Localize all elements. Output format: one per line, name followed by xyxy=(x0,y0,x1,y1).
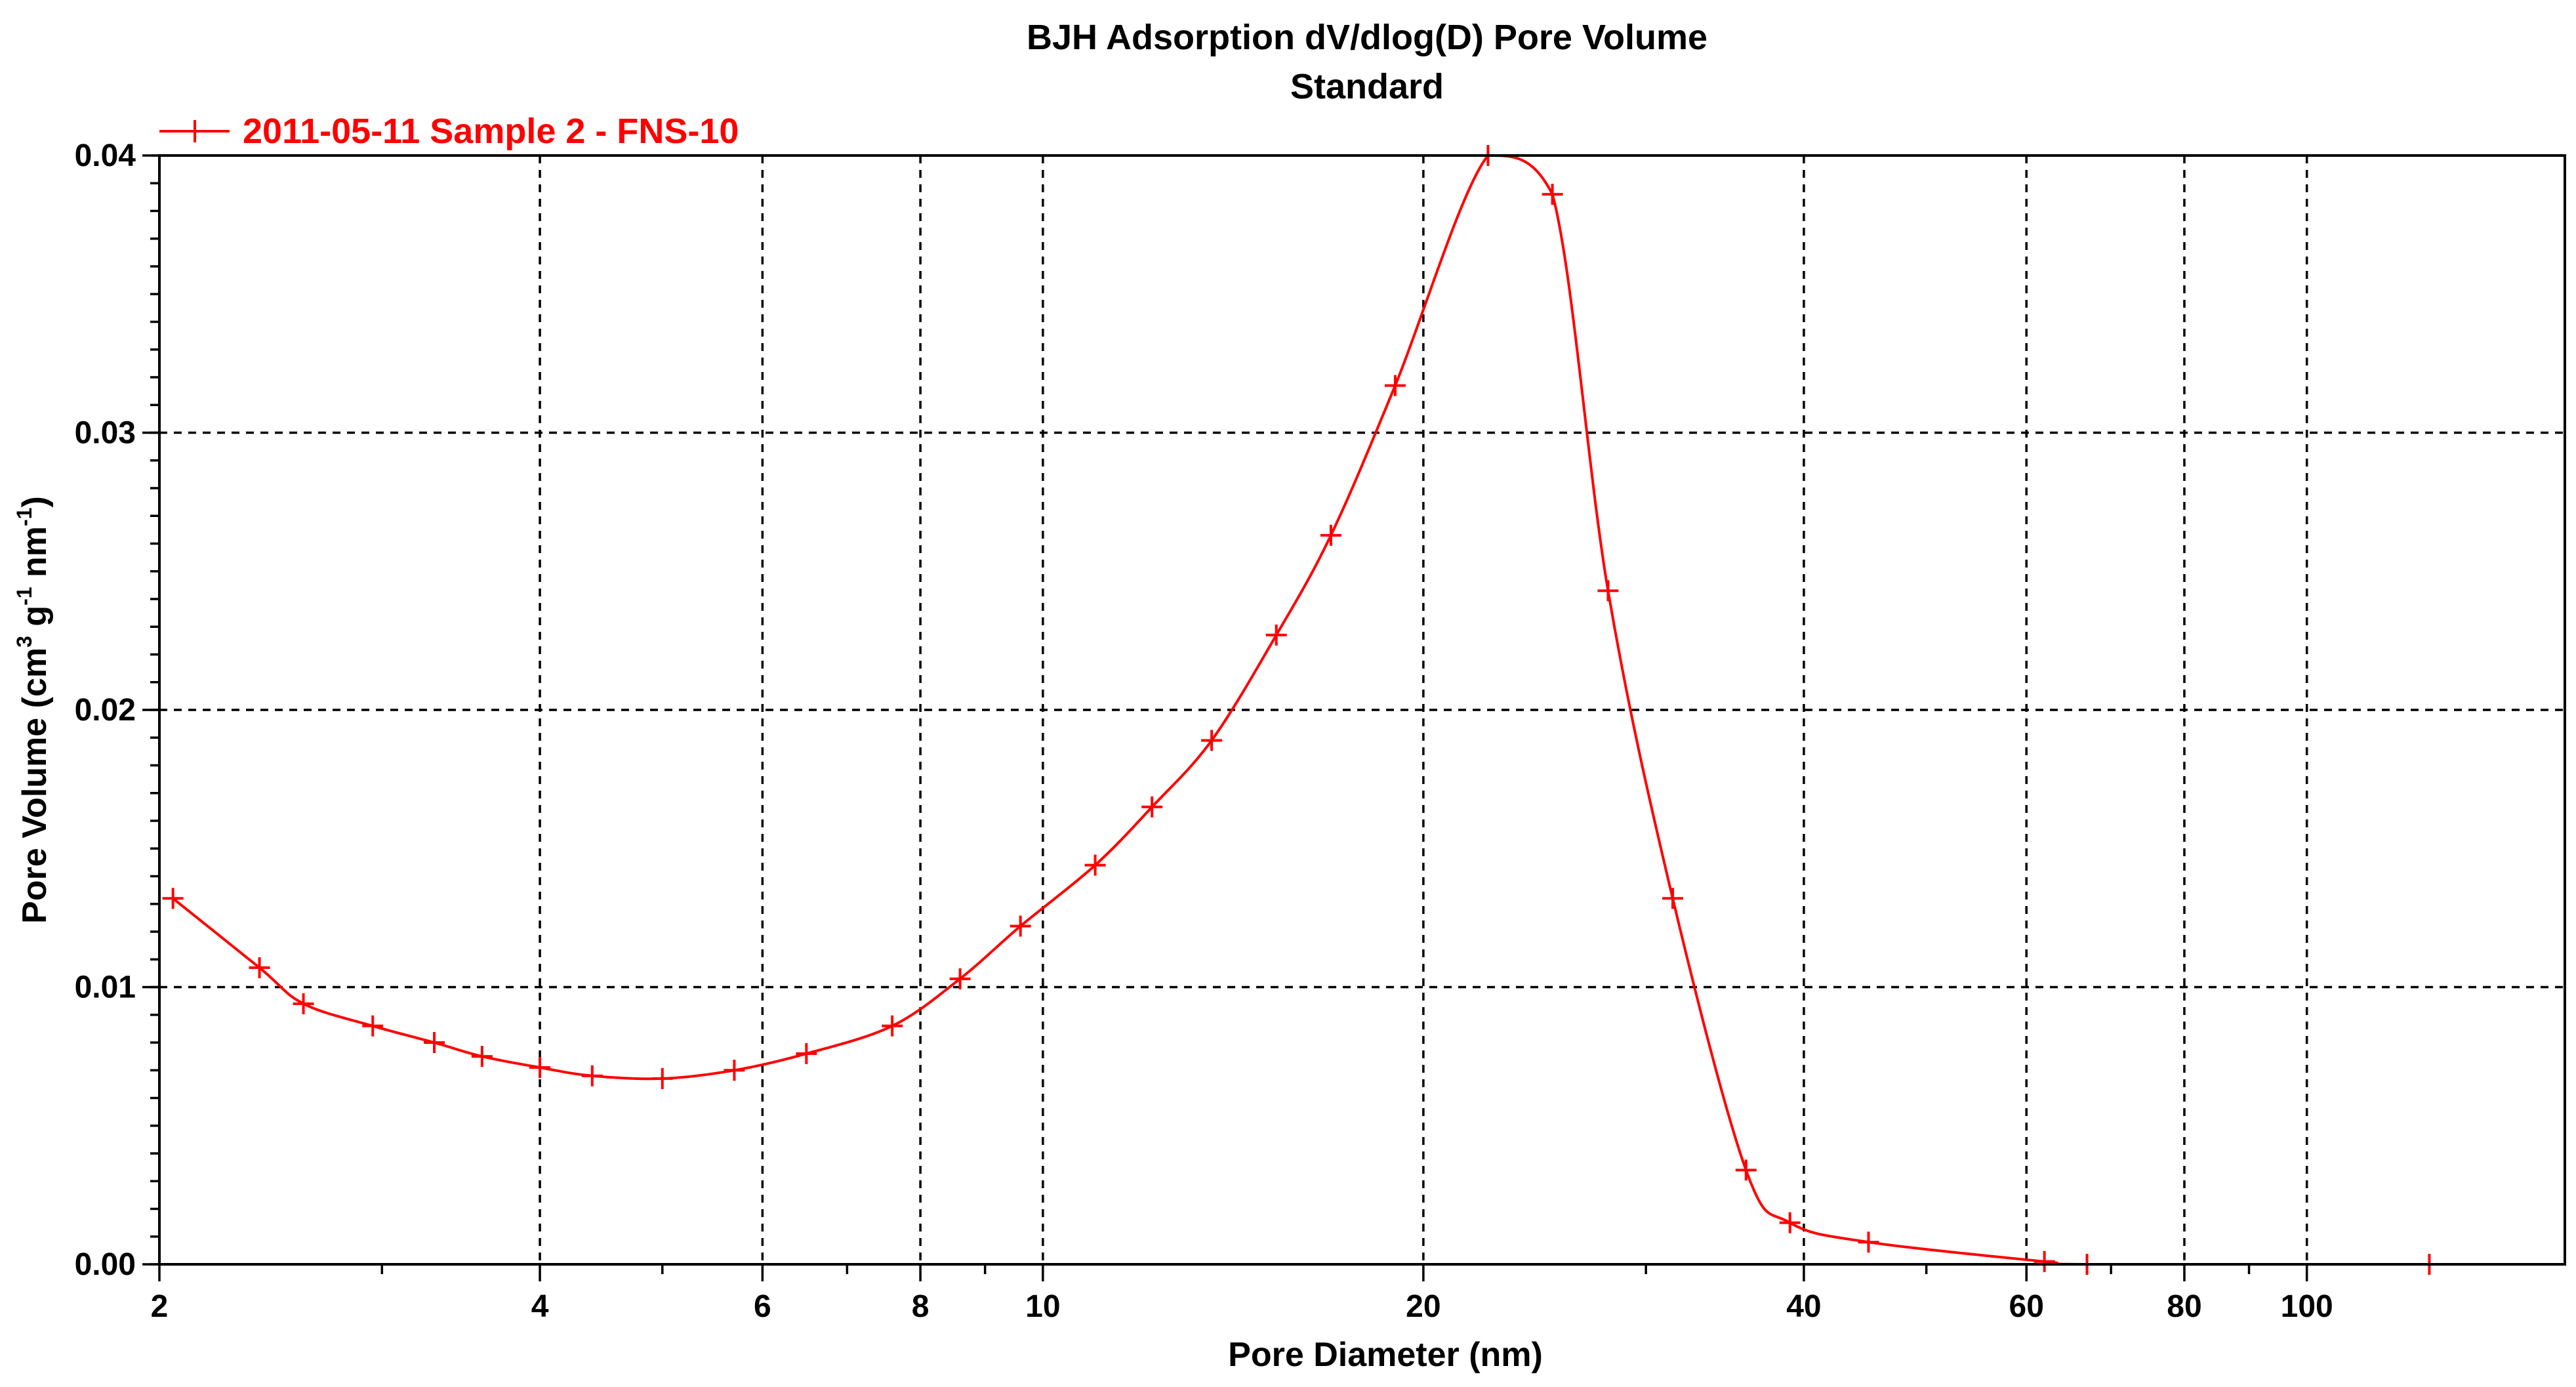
x-tick-label: 100 xyxy=(2281,1289,2333,1324)
chart-title: BJH Adsorption dV/dlog(D) Pore Volume xyxy=(1027,18,1707,57)
legend: 2011-05-11 Sample 2 - FNS-10 xyxy=(159,112,739,151)
x-tick-label: 80 xyxy=(2167,1289,2201,1324)
series-layer xyxy=(162,145,2440,1275)
data-point-marker xyxy=(1858,1232,1879,1253)
x-tick-label: 40 xyxy=(1786,1289,1821,1324)
data-point-marker xyxy=(949,968,971,989)
data-point-marker xyxy=(581,1065,603,1087)
legend-entry-label: 2011-05-11 Sample 2 - FNS-10 xyxy=(243,112,739,151)
y-axis-label-sup: 3 xyxy=(12,636,36,648)
x-axis-label: Pore Diameter (nm) xyxy=(1228,1336,1543,1374)
data-point-marker xyxy=(1542,184,1563,205)
y-tick-label: 0.03 xyxy=(75,416,136,451)
x-tick-label: 6 xyxy=(754,1289,771,1324)
x-tick-label: 20 xyxy=(1406,1289,1441,1324)
data-point-marker xyxy=(1010,915,1031,937)
y-axis-label-part: g xyxy=(16,606,54,636)
data-point-marker xyxy=(724,1060,745,1081)
y-tick-label: 0.01 xyxy=(75,970,136,1005)
data-point-marker xyxy=(293,993,314,1014)
data-point-marker xyxy=(1384,375,1406,396)
data-point-marker xyxy=(1201,730,1223,751)
y-axis-label-part: nm xyxy=(16,526,54,587)
x-tick-label: 4 xyxy=(531,1289,549,1324)
data-point-marker xyxy=(1597,580,1619,602)
data-point-marker xyxy=(1779,1212,1801,1233)
x-tick-label: 8 xyxy=(912,1289,930,1324)
data-point-marker xyxy=(1084,854,1106,876)
y-axis-label-part: Pore Volume (cm xyxy=(16,648,54,924)
data-point-marker xyxy=(796,1043,817,1064)
data-point-marker xyxy=(162,888,184,909)
data-point-marker xyxy=(1265,624,1287,646)
data-point-marker xyxy=(1662,888,1683,909)
x-tick-label: 10 xyxy=(1025,1289,1060,1324)
data-point-marker xyxy=(249,957,270,978)
chart-subtitle: Standard xyxy=(1290,67,1444,106)
y-tick-label: 0.04 xyxy=(75,138,136,173)
data-point-marker xyxy=(1735,1159,1757,1181)
y-tick-label: 0.00 xyxy=(75,1247,136,1282)
data-point-marker xyxy=(424,1032,445,1053)
y-axis-label-sup: -1 xyxy=(12,508,36,526)
data-point-marker xyxy=(651,1067,673,1089)
grid-layer xyxy=(159,155,2565,1264)
data-point-marker xyxy=(882,1015,903,1037)
y-axis-label-sup: -1 xyxy=(12,587,36,605)
x-tick-label: 2 xyxy=(151,1289,169,1324)
ticks-layer: 2 4 6 8 10 20 40 60 80 100 0.00 0.01 0.02 0.03 0.04 xyxy=(75,138,2333,1324)
y-tick-label: 0.02 xyxy=(75,693,136,728)
y-axis-label: Pore Volume (cm3 g-1 nm-1) xyxy=(12,496,54,924)
data-point-marker xyxy=(1141,796,1163,818)
data-point-marker xyxy=(362,1015,384,1037)
data-point-marker xyxy=(471,1046,493,1067)
data-point-marker xyxy=(2034,1251,2055,1272)
y-axis-label-part: ) xyxy=(16,496,54,507)
data-point-marker xyxy=(529,1057,551,1079)
x-tick-label: 60 xyxy=(2009,1289,2044,1324)
data-point-marker xyxy=(1320,524,1341,546)
